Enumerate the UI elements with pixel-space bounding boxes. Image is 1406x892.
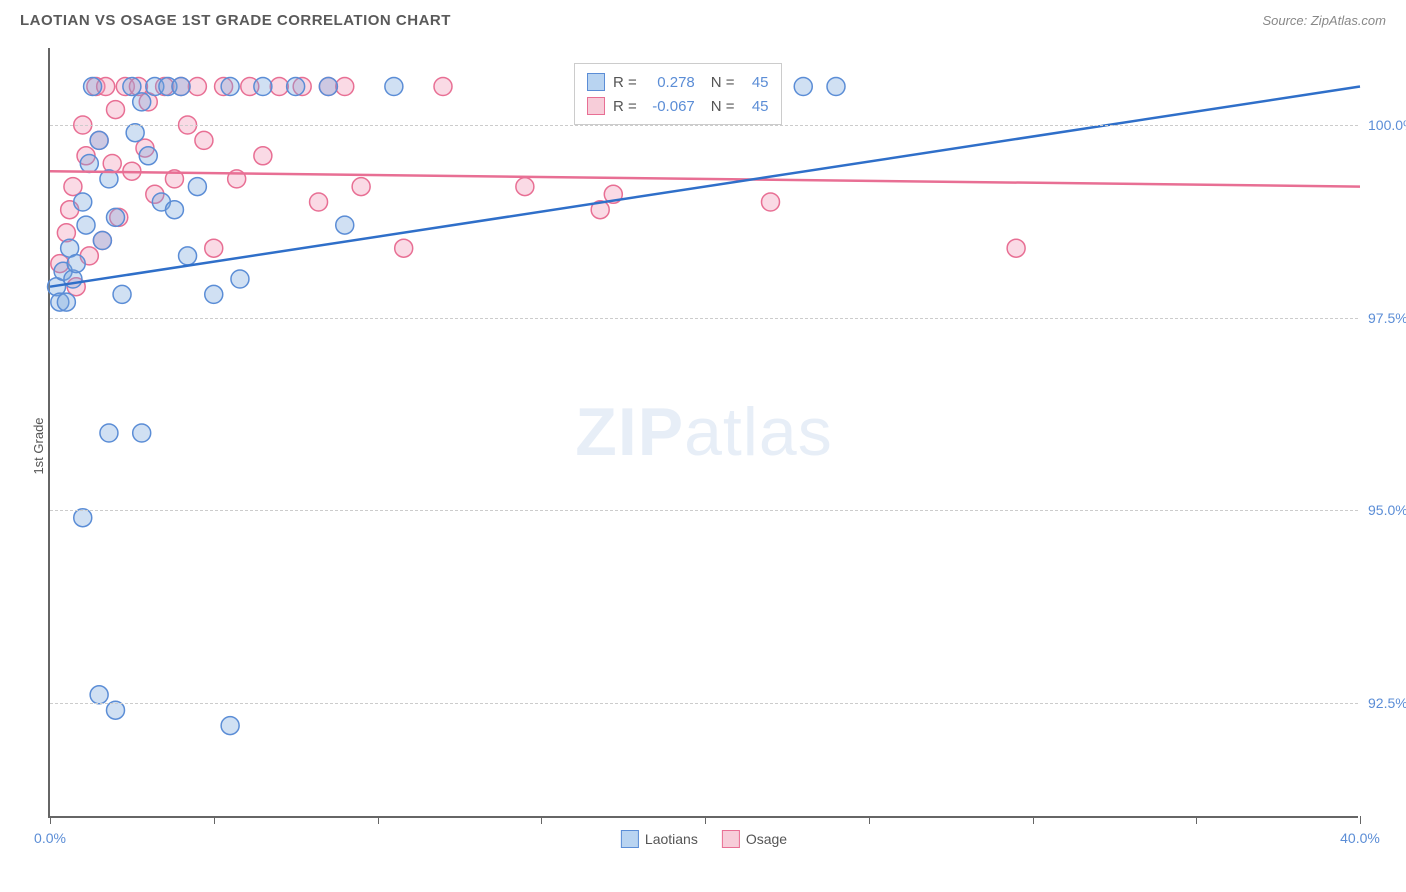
scatter-point <box>516 178 534 196</box>
chart-plot-area: ZIPatlas R = 0.278 N = 45 R = -0.067 N =… <box>48 48 1358 818</box>
scatter-point <box>319 78 337 96</box>
legend-swatch <box>621 830 639 848</box>
scatter-point <box>64 178 82 196</box>
scatter-point <box>67 255 85 273</box>
scatter-point <box>287 78 305 96</box>
legend-r-value: 0.278 <box>645 74 695 91</box>
scatter-point <box>90 131 108 149</box>
legend-n-value: 45 <box>743 98 769 115</box>
scatter-point <box>1007 239 1025 257</box>
legend-item: Laotians <box>621 830 698 848</box>
legend-label: Laotians <box>645 831 698 847</box>
scatter-point <box>385 78 403 96</box>
scatter-point <box>254 147 272 165</box>
scatter-point <box>270 78 288 96</box>
x-tick <box>1033 816 1034 824</box>
x-tick <box>541 816 542 824</box>
legend-n-label: N = <box>711 74 735 91</box>
y-tick-label: 97.5% <box>1368 310 1406 326</box>
gridline-h <box>50 510 1358 511</box>
gridline-h <box>50 318 1358 319</box>
scatter-point <box>794 78 812 96</box>
scatter-point <box>107 701 125 719</box>
scatter-point <box>310 193 328 211</box>
scatter-point <box>93 232 111 250</box>
legend-swatch <box>587 73 605 91</box>
scatter-point <box>188 78 206 96</box>
y-tick-label: 100.0% <box>1368 117 1406 133</box>
y-tick-label: 95.0% <box>1368 502 1406 518</box>
legend-r-label: R = <box>613 74 637 91</box>
scatter-point <box>205 285 223 303</box>
trend-line <box>50 171 1360 186</box>
x-tick <box>869 816 870 824</box>
scatter-point <box>107 208 125 226</box>
gridline-h <box>50 125 1358 126</box>
scatter-point <box>80 155 98 173</box>
scatter-point <box>254 78 272 96</box>
source-label: Source: ZipAtlas.com <box>1262 13 1386 28</box>
legend-item: Osage <box>722 830 787 848</box>
legend-row: R = -0.067 N = 45 <box>587 94 769 118</box>
scatter-point <box>231 270 249 288</box>
x-tick <box>1360 816 1361 824</box>
legend-n-value: 45 <box>743 74 769 91</box>
y-axis-label: 1st Grade <box>31 417 46 474</box>
scatter-point <box>165 201 183 219</box>
legend-r-value: -0.067 <box>645 98 695 115</box>
correlation-legend: R = 0.278 N = 45 R = -0.067 N = 45 <box>574 63 782 125</box>
scatter-point <box>77 216 95 234</box>
scatter-point <box>172 78 190 96</box>
scatter-point <box>123 78 141 96</box>
legend-n-label: N = <box>711 98 735 115</box>
legend-swatch <box>587 97 605 115</box>
scatter-point <box>395 239 413 257</box>
scatter-point <box>352 178 370 196</box>
scatter-point <box>179 247 197 265</box>
scatter-point <box>139 147 157 165</box>
legend-swatch <box>722 830 740 848</box>
x-tick-label: 40.0% <box>1340 830 1380 846</box>
legend-row: R = 0.278 N = 45 <box>587 70 769 94</box>
scatter-point <box>74 193 92 211</box>
scatter-point <box>126 124 144 142</box>
scatter-point <box>762 193 780 211</box>
scatter-point <box>57 293 75 311</box>
scatter-point <box>107 101 125 119</box>
gridline-h <box>50 703 1358 704</box>
scatter-point <box>195 131 213 149</box>
scatter-point <box>434 78 452 96</box>
scatter-point <box>221 78 239 96</box>
scatter-point <box>90 686 108 704</box>
scatter-point <box>336 216 354 234</box>
y-tick-label: 92.5% <box>1368 695 1406 711</box>
scatter-point <box>113 285 131 303</box>
scatter-point <box>133 424 151 442</box>
scatter-point <box>84 78 102 96</box>
scatter-point <box>827 78 845 96</box>
x-tick <box>214 816 215 824</box>
scatter-point <box>188 178 206 196</box>
legend-label: Osage <box>746 831 787 847</box>
legend-r-label: R = <box>613 98 637 115</box>
scatter-point <box>74 509 92 527</box>
series-legend: Laotians Osage <box>621 830 787 848</box>
scatter-point <box>221 717 239 735</box>
x-tick-label: 0.0% <box>34 830 66 846</box>
scatter-point <box>100 424 118 442</box>
x-tick <box>50 816 51 824</box>
scatter-plot-svg <box>50 48 1358 816</box>
x-tick <box>1196 816 1197 824</box>
x-tick <box>378 816 379 824</box>
scatter-point <box>336 78 354 96</box>
scatter-point <box>205 239 223 257</box>
scatter-point <box>133 93 151 111</box>
chart-title: LAOTIAN VS OSAGE 1ST GRADE CORRELATION C… <box>20 12 451 29</box>
x-tick <box>705 816 706 824</box>
